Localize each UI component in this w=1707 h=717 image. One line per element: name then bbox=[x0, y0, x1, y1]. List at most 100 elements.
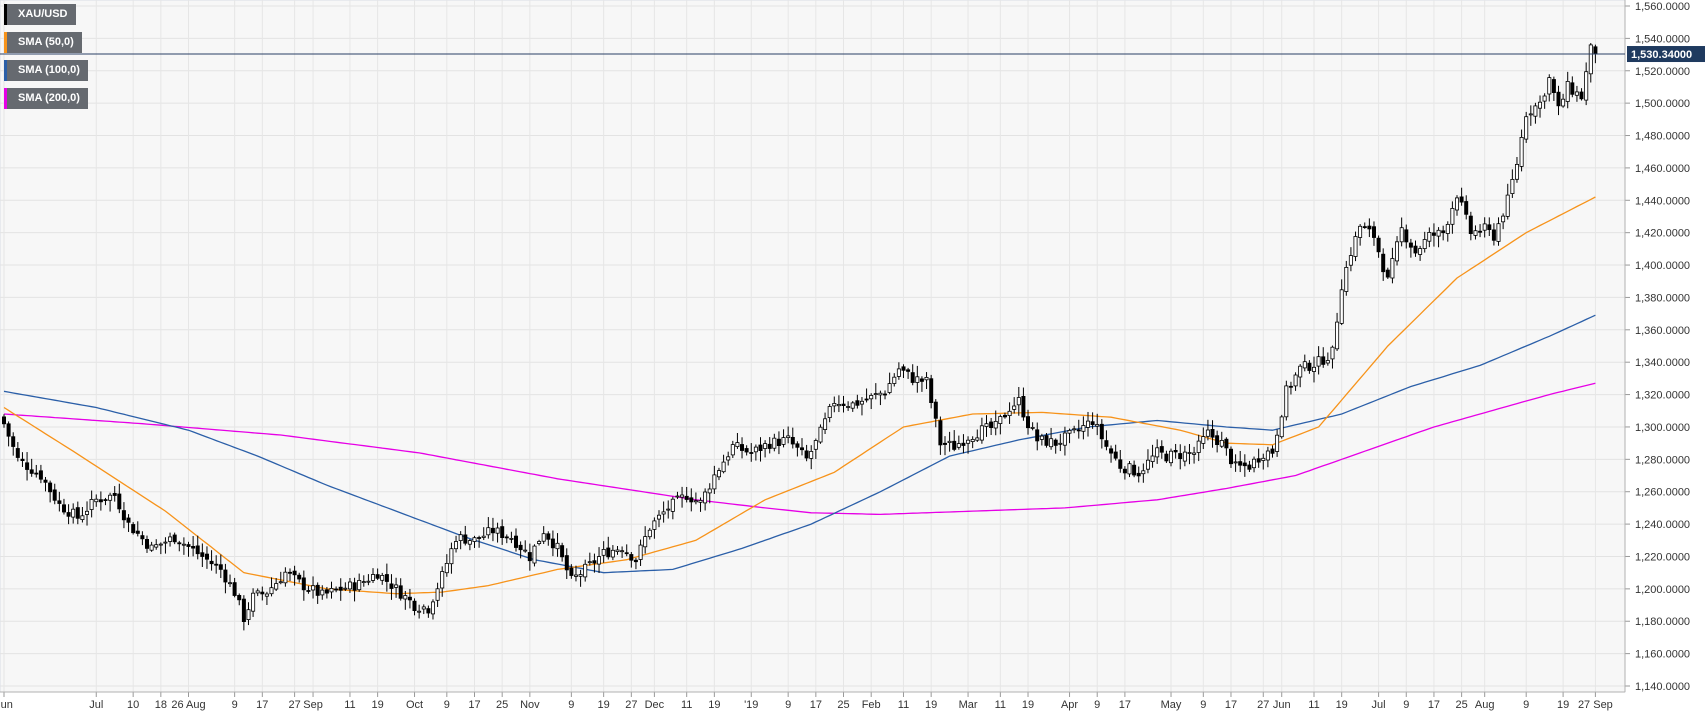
candle-up bbox=[1515, 163, 1520, 180]
candle-down bbox=[407, 596, 412, 601]
candle-down bbox=[1372, 226, 1377, 238]
candle-up bbox=[703, 491, 708, 504]
y-tick-label: 1,140.0000 bbox=[1635, 681, 1690, 693]
candle-up bbox=[652, 520, 657, 530]
candle-down bbox=[800, 447, 805, 451]
x-tick-label: Feb bbox=[862, 699, 881, 711]
candle-up bbox=[827, 406, 832, 419]
candle-down bbox=[11, 436, 16, 447]
candle-down bbox=[334, 588, 339, 591]
candle-down bbox=[684, 495, 689, 500]
candle-down bbox=[1132, 464, 1137, 476]
last-price-label: 1,530.34000 bbox=[1631, 49, 1692, 61]
y-tick-label: 1,420.0000 bbox=[1635, 228, 1690, 240]
candle-up bbox=[578, 574, 583, 577]
candle-up bbox=[597, 556, 602, 565]
x-tick-label: Jun bbox=[1273, 699, 1291, 711]
candle-up bbox=[670, 498, 675, 512]
candle-up bbox=[440, 571, 445, 589]
x-tick-label: Jun bbox=[0, 699, 13, 711]
candle-up bbox=[1081, 425, 1086, 432]
legend: XAU/USD SMA (50,0) SMA (100,0) SMA (200,… bbox=[4, 4, 88, 116]
legend-item-sma200[interactable]: SMA (200,0) bbox=[4, 88, 88, 109]
candle-up bbox=[380, 575, 385, 581]
candle-up bbox=[320, 589, 325, 596]
candle-down bbox=[606, 547, 611, 558]
candle-down bbox=[209, 560, 214, 565]
candle-up bbox=[1399, 227, 1404, 243]
legend-label: SMA (200,0) bbox=[18, 92, 80, 104]
candle-down bbox=[560, 545, 565, 558]
x-tick-label: Mar bbox=[959, 699, 978, 711]
candle-up bbox=[587, 561, 592, 564]
candle-down bbox=[1570, 82, 1575, 95]
candle-up bbox=[71, 508, 76, 518]
candle-down bbox=[1367, 225, 1372, 230]
candle-up bbox=[430, 601, 435, 615]
candle-down bbox=[34, 472, 39, 475]
candle-down bbox=[140, 535, 145, 540]
candle-up bbox=[1501, 215, 1506, 223]
legend-item-sma100[interactable]: SMA (100,0) bbox=[4, 60, 88, 81]
x-tick-label: 10 bbox=[127, 699, 139, 711]
candle-up bbox=[1445, 223, 1450, 234]
candle-up bbox=[1358, 225, 1363, 238]
candle-up bbox=[1584, 71, 1589, 101]
candle-down bbox=[121, 510, 126, 521]
candle-up bbox=[873, 393, 878, 396]
candle-down bbox=[550, 538, 555, 549]
candle-up bbox=[1252, 458, 1257, 469]
candle-down bbox=[1178, 453, 1183, 459]
candle-down bbox=[1021, 395, 1026, 418]
candle-up bbox=[638, 544, 643, 560]
candle-up bbox=[753, 446, 758, 453]
candle-down bbox=[1270, 448, 1275, 454]
candle-down bbox=[518, 544, 523, 551]
candle-up bbox=[264, 593, 269, 597]
candle-up bbox=[94, 498, 99, 503]
candle-up bbox=[532, 545, 537, 564]
candle-up bbox=[823, 418, 828, 430]
candle-up bbox=[924, 376, 929, 381]
x-tick-label: 19 bbox=[372, 699, 384, 711]
candle-up bbox=[80, 515, 85, 520]
legend-item-xauusd[interactable]: XAU/USD bbox=[4, 4, 76, 25]
candle-down bbox=[66, 512, 71, 517]
candle-up bbox=[832, 402, 837, 407]
candle-down bbox=[1003, 414, 1008, 418]
candle-up bbox=[1312, 366, 1317, 372]
candle-up bbox=[1542, 95, 1547, 102]
candle-up bbox=[481, 535, 486, 538]
candle-down bbox=[200, 552, 205, 557]
candle-up bbox=[1275, 434, 1280, 452]
candle-up bbox=[1588, 44, 1593, 75]
candle-up bbox=[486, 527, 491, 536]
candle-down bbox=[749, 452, 754, 454]
candle-up bbox=[717, 470, 722, 478]
candle-up bbox=[1510, 178, 1515, 194]
candle-up bbox=[403, 595, 408, 600]
candle-down bbox=[514, 535, 519, 548]
candle-up bbox=[1450, 207, 1455, 225]
x-tick-label: 25 bbox=[837, 699, 849, 711]
candle-up bbox=[860, 400, 865, 405]
legend-swatch bbox=[4, 60, 7, 81]
candle-up bbox=[1519, 136, 1524, 167]
candle-up bbox=[1016, 397, 1021, 406]
candle-down bbox=[1288, 385, 1293, 388]
candle-down bbox=[38, 470, 43, 480]
candle-up bbox=[311, 585, 316, 591]
candle-up bbox=[370, 574, 375, 581]
legend-item-sma50[interactable]: SMA (50,0) bbox=[4, 32, 82, 53]
candle-up bbox=[721, 461, 726, 473]
x-tick-label: 17 bbox=[1428, 699, 1440, 711]
candle-up bbox=[1086, 420, 1091, 428]
x-tick-label: 11 bbox=[1308, 699, 1319, 711]
candle-down bbox=[633, 559, 638, 563]
y-tick-label: 1,160.0000 bbox=[1635, 649, 1690, 661]
x-tick-label: 19 bbox=[925, 699, 937, 711]
candle-up bbox=[1196, 440, 1201, 453]
candle-up bbox=[163, 541, 168, 544]
y-tick-label: 1,540.0000 bbox=[1635, 33, 1690, 45]
candle-up bbox=[730, 444, 735, 456]
